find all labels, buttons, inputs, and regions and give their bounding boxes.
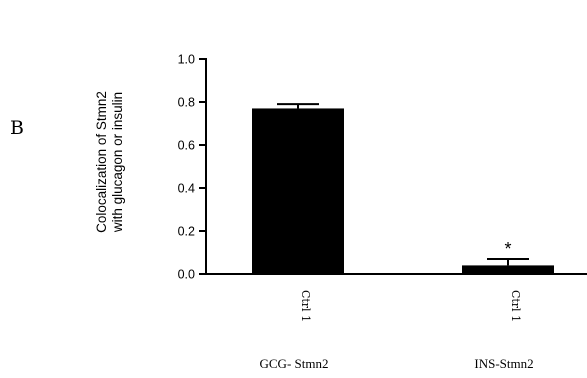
y-tick-label: 0.2 [178, 225, 195, 239]
panel-letter: B [10, 117, 24, 139]
group-label: INS-Stmn2 [474, 356, 533, 371]
y-axis-label-line-1: Colocalization of Stmn2 [94, 91, 109, 233]
y-axis-label-line-2: with glucagon or insulin [110, 92, 125, 233]
y-tick-label: 0.0 [178, 268, 195, 282]
x-tick-label: Ctrl 1 [509, 290, 522, 322]
y-tick-label: 1.0 [178, 53, 195, 67]
y-tick-label: 0.4 [178, 182, 195, 196]
bar [462, 265, 554, 274]
significance-marker: * [504, 239, 511, 259]
bar [252, 108, 344, 274]
y-tick-label: 0.6 [178, 139, 195, 153]
y-tick-label: 0.8 [178, 96, 195, 110]
group-label: GCG- Stmn2 [260, 356, 329, 371]
plot-area: 0.0 0.2 0.4 0.6 0.8 1.0 Ctrl 1 GCG- Stmn2 * Ctrl … [178, 53, 587, 371]
x-tick-label: Ctrl 1 [299, 290, 312, 322]
